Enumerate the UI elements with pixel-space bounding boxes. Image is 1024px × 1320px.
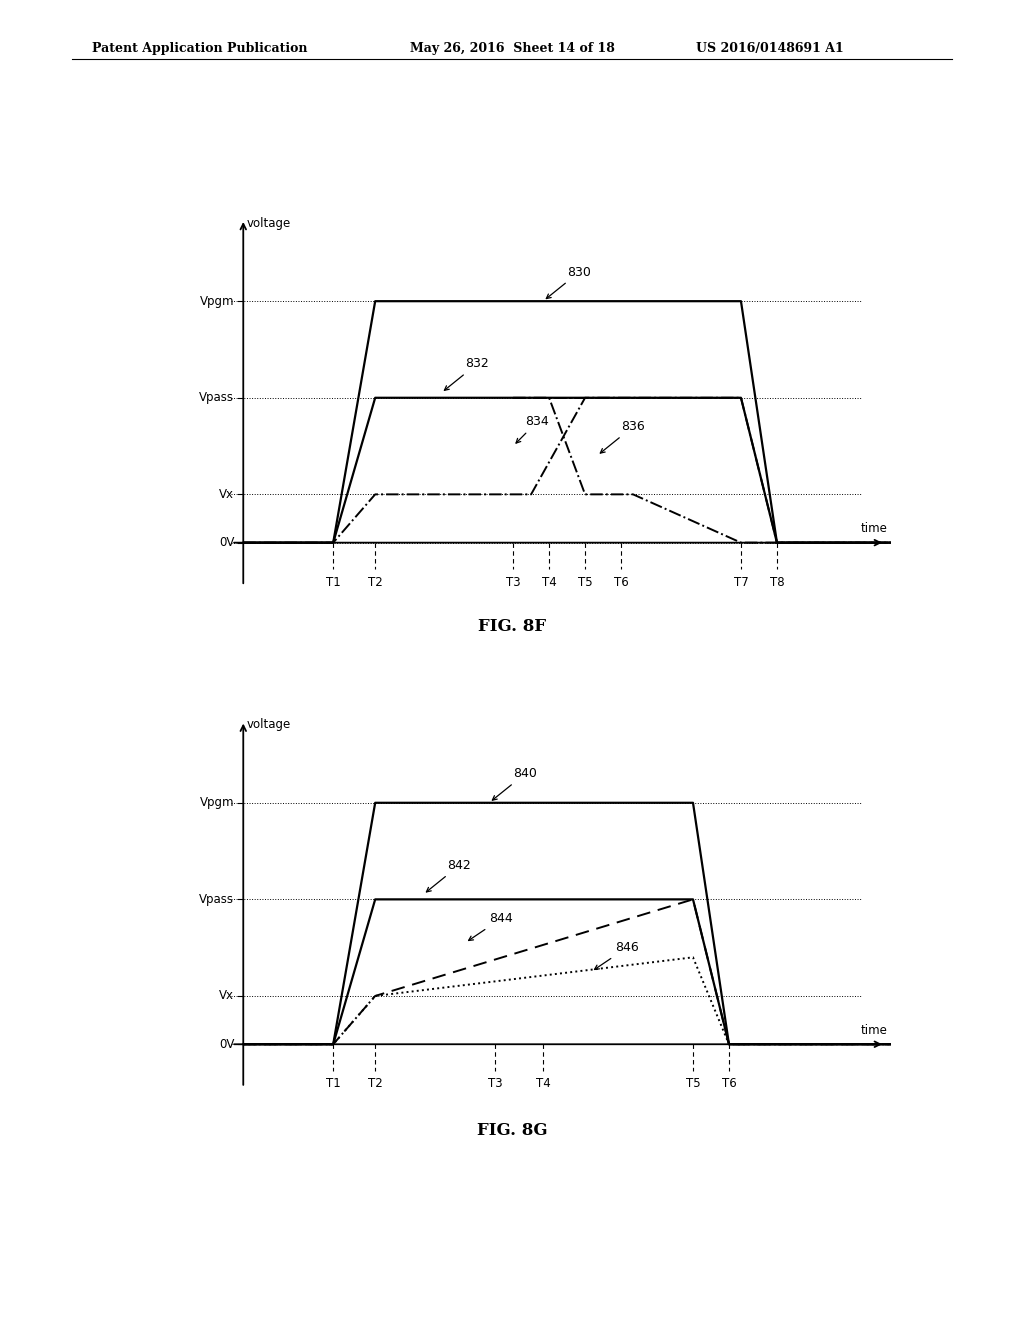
Text: Vpass: Vpass <box>200 892 234 906</box>
Text: T4: T4 <box>536 1077 551 1090</box>
Text: T1: T1 <box>326 1077 341 1090</box>
Text: FIG. 8G: FIG. 8G <box>477 1122 547 1139</box>
Text: US 2016/0148691 A1: US 2016/0148691 A1 <box>696 42 844 55</box>
Text: T2: T2 <box>368 1077 383 1090</box>
Text: 0V: 0V <box>219 1038 234 1051</box>
Text: 842: 842 <box>426 859 471 892</box>
Text: 834: 834 <box>516 416 549 444</box>
Text: T1: T1 <box>326 576 341 589</box>
Text: voltage: voltage <box>246 216 291 230</box>
Text: Patent Application Publication: Patent Application Publication <box>92 42 307 55</box>
Text: Vpass: Vpass <box>200 391 234 404</box>
Text: Vx: Vx <box>219 488 234 500</box>
Text: Vpgm: Vpgm <box>200 796 234 809</box>
Text: T3: T3 <box>506 576 520 589</box>
Text: T7: T7 <box>733 576 749 589</box>
Text: T4: T4 <box>542 576 556 589</box>
Text: 844: 844 <box>469 912 513 941</box>
Text: T5: T5 <box>686 1077 700 1090</box>
Text: T6: T6 <box>613 576 629 589</box>
Text: Vx: Vx <box>219 990 234 1002</box>
Text: T2: T2 <box>368 576 383 589</box>
Text: Vpgm: Vpgm <box>200 294 234 308</box>
Text: T5: T5 <box>578 576 592 589</box>
Text: 830: 830 <box>547 265 591 298</box>
Text: T3: T3 <box>487 1077 503 1090</box>
Text: 836: 836 <box>600 420 645 453</box>
Text: 840: 840 <box>493 767 537 800</box>
Text: 846: 846 <box>595 941 639 969</box>
Text: T6: T6 <box>722 1077 736 1090</box>
Text: May 26, 2016  Sheet 14 of 18: May 26, 2016 Sheet 14 of 18 <box>410 42 614 55</box>
Text: 0V: 0V <box>219 536 234 549</box>
Text: FIG. 8F: FIG. 8F <box>478 618 546 635</box>
Text: voltage: voltage <box>246 718 291 731</box>
Text: 832: 832 <box>444 358 488 391</box>
Text: time: time <box>861 1024 888 1038</box>
Text: T8: T8 <box>770 576 784 589</box>
Text: time: time <box>861 523 888 536</box>
